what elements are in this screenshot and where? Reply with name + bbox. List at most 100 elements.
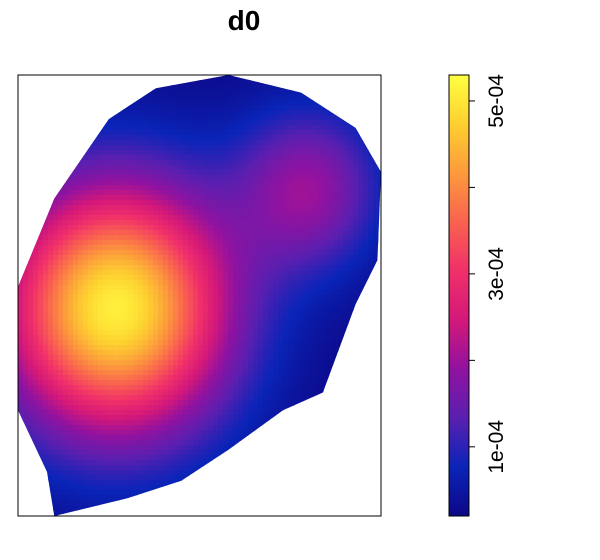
heat-cell	[148, 375, 154, 381]
heat-cell	[238, 335, 244, 341]
heat-cell	[198, 330, 204, 336]
heat-cell	[168, 155, 174, 161]
heat-cell	[338, 195, 344, 201]
heat-cell	[243, 150, 249, 156]
heat-cell	[233, 360, 239, 366]
heat-cell	[98, 180, 104, 186]
heat-cell	[353, 135, 359, 141]
heat-cell	[158, 390, 164, 396]
heat-cell	[153, 325, 159, 331]
heat-cell	[348, 270, 354, 276]
heat-cell	[208, 225, 214, 231]
heat-cell	[168, 225, 174, 231]
heat-cell	[98, 355, 104, 361]
heat-cell	[128, 175, 134, 181]
heat-cell	[48, 205, 54, 211]
heat-cell	[28, 365, 34, 371]
heat-cell	[93, 260, 99, 266]
heat-cell	[53, 375, 59, 381]
heat-cell	[23, 360, 29, 366]
heat-cell	[303, 310, 309, 316]
heat-cell	[288, 230, 294, 236]
heat-cell	[233, 270, 239, 276]
heat-cell	[203, 140, 209, 146]
heat-cell	[283, 105, 289, 111]
heat-cell	[313, 275, 319, 281]
heat-cell	[288, 275, 294, 281]
heat-cell	[213, 265, 219, 271]
heat-cell	[218, 390, 224, 396]
heat-cell	[238, 295, 244, 301]
heat-cell	[223, 105, 229, 111]
heat-cell	[208, 245, 214, 251]
heat-cell	[53, 395, 59, 401]
heat-cell	[328, 350, 334, 356]
heat-cell	[108, 135, 114, 141]
heat-cell	[53, 250, 59, 256]
heat-cell	[328, 290, 334, 296]
heat-cell	[268, 405, 274, 411]
heat-cell	[178, 390, 184, 396]
heat-cell	[248, 105, 254, 111]
heat-cell	[138, 235, 144, 241]
heat-cell	[83, 400, 89, 406]
heat-cell	[203, 410, 209, 416]
heat-cell	[193, 265, 199, 271]
heat-cell	[238, 90, 244, 96]
heat-cell	[278, 390, 284, 396]
heat-cell	[313, 240, 319, 246]
heat-cell	[43, 250, 49, 256]
heat-cell	[263, 215, 269, 221]
heat-cell	[238, 310, 244, 316]
heat-cell	[323, 230, 329, 236]
heat-cell	[108, 405, 114, 411]
heat-cell	[218, 190, 224, 196]
heat-cell	[273, 395, 279, 401]
heat-cell	[98, 370, 104, 376]
heat-cell	[128, 295, 134, 301]
heat-cell	[213, 115, 219, 121]
heat-cell	[128, 405, 134, 411]
heat-cell	[278, 310, 284, 316]
chart-title: d0	[228, 5, 261, 36]
heat-cell	[328, 225, 334, 231]
heat-cell	[253, 375, 259, 381]
heat-cell	[128, 170, 134, 176]
heat-cell	[163, 395, 169, 401]
heat-cell	[48, 295, 54, 301]
heat-cell	[148, 365, 154, 371]
heat-cell	[218, 400, 224, 406]
heat-cell	[308, 180, 314, 186]
heat-cell	[203, 280, 209, 286]
heat-cell	[323, 335, 329, 341]
heat-cell	[228, 225, 234, 231]
heat-cell	[278, 340, 284, 346]
heat-cell	[323, 170, 329, 176]
heat-cell	[193, 85, 199, 91]
heat-cell	[198, 385, 204, 391]
heat-cell	[88, 190, 94, 196]
heat-cell	[243, 350, 249, 356]
heat-cell	[293, 365, 299, 371]
heat-cell	[258, 380, 264, 386]
heat-cell	[263, 280, 269, 286]
heat-cell	[368, 270, 374, 276]
heat-cell	[293, 325, 299, 331]
heat-cell	[58, 225, 64, 231]
heat-cell	[33, 270, 39, 276]
heat-cell	[263, 270, 269, 276]
heat-cell	[133, 100, 139, 106]
heat-cell	[283, 225, 289, 231]
heat-cell	[253, 150, 259, 156]
heat-cell	[188, 400, 194, 406]
heat-cell	[253, 380, 259, 386]
heat-cell	[273, 405, 279, 411]
heat-cell	[208, 130, 214, 136]
heat-cell	[358, 225, 364, 231]
heat-cell	[188, 280, 194, 286]
heat-cell	[83, 390, 89, 396]
heat-cell	[88, 370, 94, 376]
heat-cell	[223, 195, 229, 201]
heat-cell	[93, 280, 99, 286]
heat-cell	[143, 320, 149, 326]
